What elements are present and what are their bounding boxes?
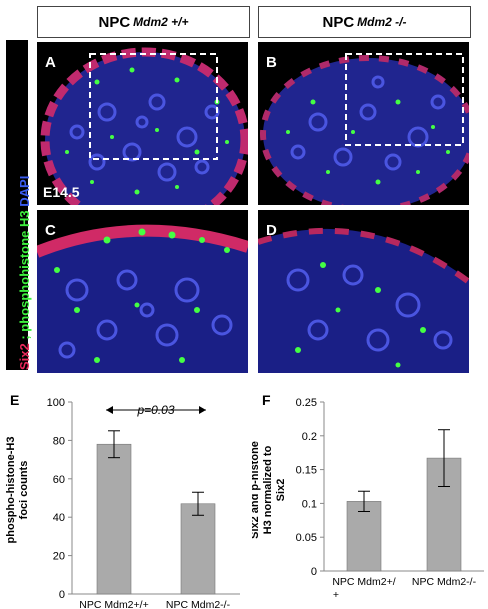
micrograph-a: A E14.5 [37, 42, 248, 205]
chart-e-category-label: NPC Mdm2-/- [166, 599, 231, 609]
chart-f-bar [346, 501, 382, 572]
micrograph-c: C [37, 210, 248, 373]
chart-f-category-label: NPC Mdm2+/+ [332, 576, 395, 601]
chart-e-ytick-label: 0 [59, 589, 65, 601]
chart-f-ytick-label: 0.2 [302, 431, 317, 443]
chart-f-ytick-label: 0.1 [302, 498, 317, 510]
chart-e-ytick-label: 80 [53, 435, 65, 447]
micrograph-b: B [258, 42, 469, 205]
micrograph-a-image [40, 47, 248, 205]
panel-label-b: B [266, 54, 277, 71]
header-knockout-base: NPC [322, 13, 355, 31]
chart-e: phospho-histone-H3foci counts 0 20 40 60 80 1… [5, 397, 240, 609]
chart-e-annotation: p=0.03 [136, 403, 174, 417]
stain-six2: Six2 [17, 343, 32, 370]
chart-e-ytick-label: 100 [47, 397, 65, 409]
stain-legend-bar [6, 40, 28, 370]
chart-e-arrowhead-left [106, 406, 113, 414]
stain-sep: ; [17, 331, 32, 344]
header-knockout: NPC Mdm2 -/- [258, 6, 471, 38]
chart-e-category-label: NPC Mdm2+/+ [79, 599, 148, 609]
panel-label-d: D [266, 222, 277, 239]
chart-f-ytick-label: 0.05 [296, 532, 317, 544]
micrograph-b-image [260, 53, 469, 205]
chart-e-ytick-label: 60 [53, 474, 65, 486]
age-label: E14.5 [43, 184, 80, 200]
chart-f-ylabel: Six2 and p-histoneH3 normalized toSix2 [252, 441, 287, 539]
chart-f-category-label: NPC Mdm2-/- [412, 576, 477, 588]
stain-ph3: phosphohistone H3 [17, 210, 32, 332]
panel-label-a: A [45, 54, 56, 71]
chart-e-ytick-label: 20 [53, 551, 65, 563]
chart-e-ylabel: phospho-histone-H3foci counts [5, 437, 30, 544]
chart-e-bar [180, 503, 216, 595]
chart-f-ytick-label: 0.25 [296, 397, 317, 409]
chart-f: Six2 and p-histoneH3 normalized toSix2 0… [252, 397, 484, 601]
chart-e-arrowhead-right [199, 406, 206, 414]
panel-label-c: C [45, 222, 56, 239]
header-wildtype-base: NPC [98, 13, 131, 31]
chart-e-ytick-label: 40 [53, 512, 65, 524]
header-wildtype-genotype: Mdm2 +/+ [133, 15, 189, 29]
micrograph-c-image [37, 210, 248, 373]
header-wildtype: NPC Mdm2 +/+ [37, 6, 250, 38]
chart-f-ytick-label: 0 [311, 566, 317, 578]
chart-f-ytick-label: 0.15 [296, 465, 317, 477]
micrograph-d: D [258, 210, 469, 373]
panel-label-f: F [262, 392, 271, 408]
header-knockout-genotype: Mdm2 -/- [357, 15, 407, 29]
micrograph-d-image [258, 210, 469, 373]
panel-label-e: E [10, 392, 20, 408]
stain-dapi: DAPI [17, 175, 32, 211]
chart-e-bar [96, 443, 132, 595]
stain-legend: Six2 ; phosphohistone H3 DAPI [17, 176, 32, 370]
